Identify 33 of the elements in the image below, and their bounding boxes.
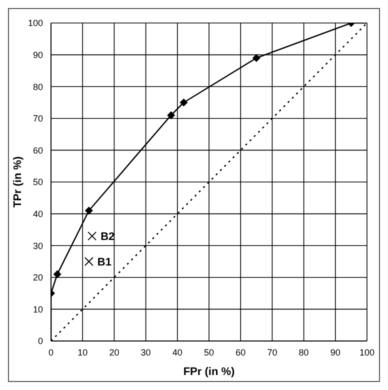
x-tick-label: 100 [359,347,375,358]
y-tick-label: 50 [32,177,43,188]
series-label: B1 [97,256,112,268]
y-tick-label: 10 [32,304,43,314]
x-tick-label: 10 [78,347,88,358]
x-tick-label: 70 [267,347,278,358]
y-tick-label: 90 [32,50,43,60]
point [88,232,97,241]
y-tick-label: 60 [32,145,43,156]
y-tick-label: 20 [32,272,43,283]
series-label: B2 [100,230,115,243]
x-tick-label: 50 [204,347,214,358]
y-axis-title: TPr (in %) [12,156,24,208]
x-axis-title: FPr (in %) [183,366,235,378]
y-tick-label: 80 [32,82,43,92]
x-tick-label: 20 [109,347,120,358]
point [167,111,176,120]
point [84,206,93,215]
y-tick-label: 0 [38,336,43,346]
y-tick-label: 30 [32,240,43,251]
y-tick-label: 40 [32,208,43,219]
point [53,270,62,278]
x-tick-label: 40 [172,347,182,358]
x-tick-label: 90 [330,347,340,358]
point [84,257,94,266]
y-tick-label: 100 [28,18,43,28]
y-tick-label: 70 [32,114,43,124]
x-tick-label: 80 [298,347,309,358]
x-tick-label: 60 [236,347,246,358]
x-tick-label: 0 [48,347,54,358]
point [180,98,188,106]
point [252,54,260,62]
x-tick-label: 30 [140,347,151,358]
